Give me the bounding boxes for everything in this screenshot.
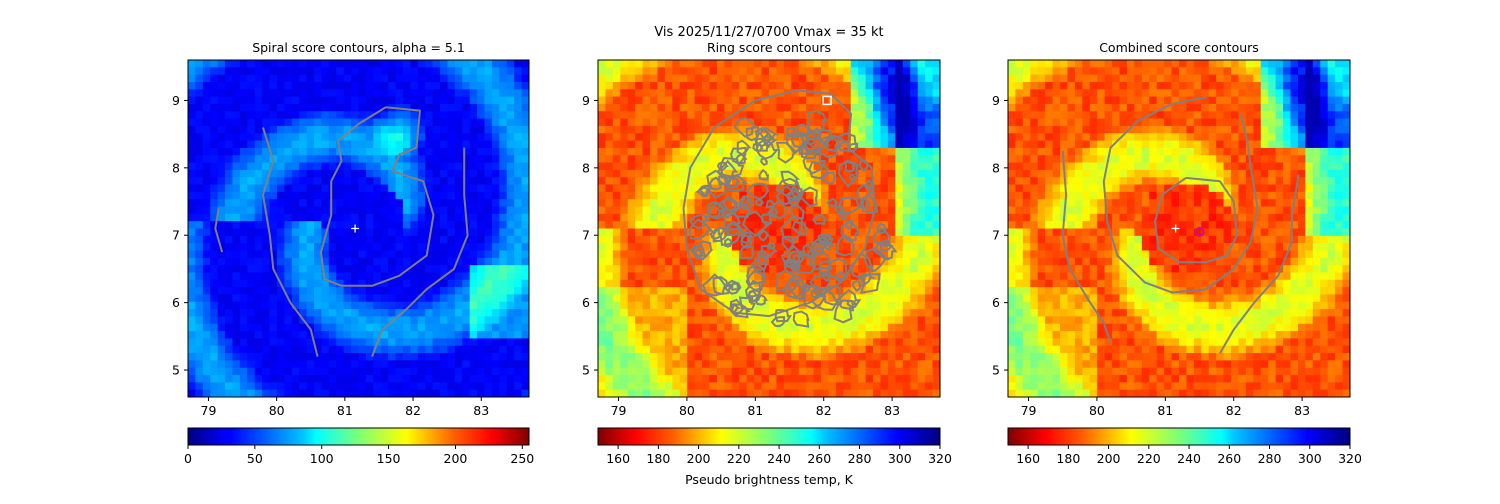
colorbar-label: Pseudo brightness temp, K	[685, 472, 854, 487]
y-tick-label: 7	[172, 228, 180, 243]
y-tick-label: 9	[172, 93, 180, 108]
colorbar-tick-label: 240	[1177, 451, 1201, 466]
combined-panel: Combined score contours 79 80 81 82 83 5 6 7 8 9 16…	[992, 40, 1362, 466]
colorbar-tick-label: 320	[1338, 451, 1362, 466]
colorbar-tick-label: 260	[807, 451, 831, 466]
panel-title: Spiral score contours, alpha = 5.1	[252, 40, 465, 55]
x-tick-label: 81	[1157, 403, 1173, 418]
panel-title: Combined score contours	[1099, 40, 1259, 55]
colorbar-tick-label: 300	[888, 451, 912, 466]
figure-suptitle: Vis 2025/11/27/0700 Vmax = 35 kt	[654, 25, 883, 40]
y-tick-label: 6	[992, 295, 1000, 310]
y-tick-label: 9	[992, 93, 1000, 108]
y-tick-label: 5	[992, 363, 1000, 378]
colorbar	[598, 428, 940, 445]
x-tick-label: 83	[1294, 403, 1310, 418]
colorbar-tick-label: 250	[510, 451, 534, 466]
colorbar-tick-label: 200	[444, 451, 468, 466]
colorbar	[1008, 428, 1350, 445]
colorbar-tick-label: 240	[767, 451, 791, 466]
colorbar-tick-label: 300	[1298, 451, 1322, 466]
x-tick-label: 80	[269, 403, 285, 418]
x-tick-label: 83	[884, 403, 900, 418]
colorbar	[188, 428, 529, 445]
colorbar-tick-label: 280	[848, 451, 872, 466]
colorbar-tick-label: 0	[184, 451, 192, 466]
colorbar-tick-label: 260	[1217, 451, 1241, 466]
x-tick-label: 82	[1226, 403, 1242, 418]
y-tick-label: 7	[992, 228, 1000, 243]
x-tick-label: 79	[201, 403, 217, 418]
y-tick-label: 5	[172, 363, 180, 378]
y-tick-label: 7	[582, 228, 590, 243]
colorbar-tick-label: 100	[310, 451, 334, 466]
x-tick-label: 79	[611, 403, 627, 418]
y-tick-label: 6	[582, 295, 590, 310]
colorbar-tick-label: 160	[1016, 451, 1040, 466]
colorbar-tick-label: 320	[928, 451, 952, 466]
x-tick-label: 82	[816, 403, 832, 418]
heatmap-image	[598, 60, 941, 398]
panel-title: Ring score contours	[707, 40, 831, 55]
y-tick-label: 9	[582, 93, 590, 108]
colorbar-tick-label: 180	[646, 451, 670, 466]
colorbar-tick-label: 280	[1258, 451, 1282, 466]
x-tick-label: 79	[1021, 403, 1037, 418]
x-tick-label: 83	[473, 403, 489, 418]
colorbar-tick-label: 50	[247, 451, 263, 466]
y-tick-label: 8	[582, 160, 590, 175]
ring-panel: Ring score contours 79 80 81 82 83 5 6 7 8 9 160 180…	[582, 40, 952, 487]
x-tick-label: 81	[747, 403, 763, 418]
y-tick-label: 8	[172, 160, 180, 175]
colorbar-tick-label: 220	[1137, 451, 1161, 466]
colorbar-tick-label: 200	[1097, 451, 1121, 466]
y-tick-label: 5	[582, 363, 590, 378]
colorbar-tick-label: 150	[377, 451, 401, 466]
colorbar-tick-label: 180	[1056, 451, 1080, 466]
x-tick-label: 81	[337, 403, 353, 418]
y-tick-label: 6	[172, 295, 180, 310]
colorbar-tick-label: 220	[727, 451, 751, 466]
colorbar-tick-label: 200	[687, 451, 711, 466]
x-tick-label: 80	[1089, 403, 1105, 418]
x-tick-label: 80	[679, 403, 695, 418]
x-tick-label: 82	[405, 403, 421, 418]
colorbar-tick-label: 160	[606, 451, 630, 466]
y-tick-label: 8	[992, 160, 1000, 175]
